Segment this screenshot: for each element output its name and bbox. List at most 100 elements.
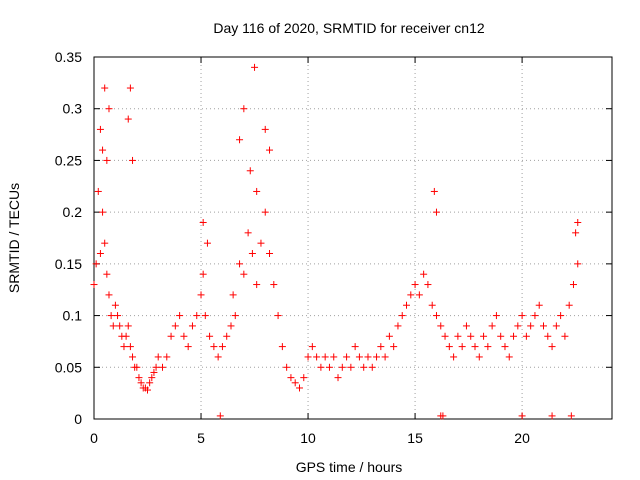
y-tick-label: 0.2 — [63, 204, 83, 220]
data-point — [129, 353, 137, 361]
data-point — [283, 363, 291, 371]
data-point — [126, 343, 134, 351]
data-point — [432, 208, 440, 216]
data-point — [248, 250, 256, 258]
x-tick-label: 0 — [90, 430, 98, 446]
x-tick-label: 20 — [514, 430, 530, 446]
data-point — [304, 353, 312, 361]
data-point — [278, 343, 286, 351]
data-point — [377, 343, 385, 351]
y-tick-label: 0.15 — [55, 256, 82, 272]
data-point — [223, 332, 231, 340]
data-point — [441, 332, 449, 340]
data-point — [492, 312, 500, 320]
data-point — [548, 412, 556, 420]
data-point — [325, 363, 333, 371]
data-point — [287, 374, 295, 382]
data-point — [364, 353, 372, 361]
x-tick-label: 15 — [407, 430, 423, 446]
data-point — [300, 374, 308, 382]
data-point — [270, 281, 278, 289]
data-point — [120, 343, 128, 351]
data-point — [432, 312, 440, 320]
data-point — [236, 260, 244, 268]
data-point — [462, 322, 470, 330]
data-point — [135, 374, 143, 382]
data-point — [454, 332, 462, 340]
data-point — [567, 412, 575, 420]
data-point — [148, 374, 156, 382]
data-point — [552, 322, 560, 330]
data-point — [92, 260, 100, 268]
data-point — [167, 332, 175, 340]
data-point — [150, 368, 158, 376]
data-point — [557, 312, 565, 320]
data-point — [467, 332, 475, 340]
data-point — [216, 412, 224, 420]
data-point — [96, 125, 104, 133]
data-point — [574, 218, 582, 226]
data-point — [458, 343, 466, 351]
data-point — [188, 322, 196, 330]
data-point — [295, 384, 303, 392]
data-point — [437, 322, 445, 330]
data-point — [154, 353, 162, 361]
data-point — [488, 322, 496, 330]
data-point — [510, 332, 518, 340]
data-point — [206, 332, 214, 340]
data-point — [274, 312, 282, 320]
data-point — [210, 343, 218, 351]
data-point — [430, 187, 438, 195]
data-point — [343, 353, 351, 361]
data-point — [101, 239, 109, 247]
data-point — [338, 363, 346, 371]
data-point — [251, 63, 259, 71]
data-point — [96, 250, 104, 258]
data-point — [231, 312, 239, 320]
data-point — [109, 322, 117, 330]
data-point — [565, 301, 573, 309]
data-point — [527, 322, 535, 330]
data-point — [505, 353, 513, 361]
data-point — [439, 412, 447, 420]
y-tick-label: 0 — [74, 411, 82, 427]
data-point — [518, 312, 526, 320]
data-point — [347, 363, 355, 371]
data-point — [415, 291, 423, 299]
data-point — [572, 229, 580, 237]
x-tick-label: 5 — [197, 430, 205, 446]
data-point — [94, 187, 102, 195]
data-point — [114, 312, 122, 320]
data-point — [266, 250, 274, 258]
data-point — [90, 281, 98, 289]
data-point — [253, 187, 261, 195]
data-point — [229, 291, 237, 299]
data-point — [99, 208, 107, 216]
data-point — [368, 363, 376, 371]
data-point — [184, 343, 192, 351]
data-point — [548, 343, 556, 351]
data-point — [103, 270, 111, 278]
data-point — [522, 332, 530, 340]
data-point — [218, 343, 226, 351]
data-point — [111, 301, 119, 309]
data-point — [518, 412, 526, 420]
data-point — [124, 322, 132, 330]
data-point — [321, 353, 329, 361]
data-point — [540, 322, 548, 330]
data-point — [381, 353, 389, 361]
data-point — [385, 332, 393, 340]
data-point — [244, 229, 252, 237]
data-point — [574, 260, 582, 268]
data-point — [360, 363, 368, 371]
data-point — [240, 105, 248, 113]
data-point — [501, 343, 509, 351]
data-point — [317, 363, 325, 371]
data-point — [398, 312, 406, 320]
data-points — [90, 63, 582, 420]
data-point — [158, 363, 166, 371]
data-point — [450, 353, 458, 361]
data-point — [428, 301, 436, 309]
chart-title: Day 116 of 2020, SRMTID for receiver cn1… — [213, 20, 485, 36]
data-point — [126, 84, 134, 92]
